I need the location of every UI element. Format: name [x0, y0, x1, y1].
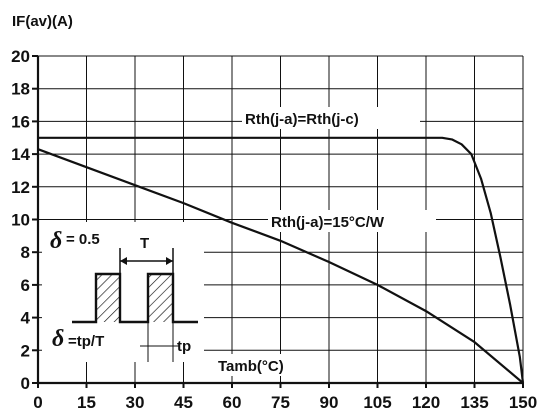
period-arrow-right-head [166, 257, 173, 265]
x-tick-label: 150 [509, 393, 537, 412]
x-tick-label: 135 [460, 393, 488, 412]
series-lines [37, 136, 525, 384]
x-tick-labels: 0 15 30 45 60 75 90 105 120 135 150 [33, 393, 537, 412]
y-axis-title: IF(av)(A) [12, 13, 73, 30]
series-1-label-bg [242, 107, 420, 129]
duty-delta-symbol: δ [52, 326, 64, 352]
y-tick-label: 10 [11, 211, 30, 230]
series-line-2 [37, 148, 524, 384]
y-tick-label: 2 [21, 341, 30, 360]
x-tick-label: 90 [320, 393, 339, 412]
x-tick-label: 120 [412, 393, 440, 412]
y-tick-label: 6 [21, 276, 30, 295]
x-tick-label: 45 [174, 393, 193, 412]
y-tick-label: 4 [21, 309, 31, 328]
y-tick-label: 14 [11, 145, 30, 164]
duty-formula: =tp/T [68, 333, 104, 350]
x-tick-label: 60 [223, 393, 242, 412]
y-tick-label: 8 [21, 243, 30, 262]
x-tick-label: 105 [363, 393, 391, 412]
series-2-label-bg [268, 210, 436, 232]
pulse-2 [148, 274, 173, 322]
period-arrow-left-head [120, 257, 127, 265]
y-tick-label: 18 [11, 80, 30, 99]
y-tick-label: 16 [11, 112, 30, 131]
x-tick-label: 15 [77, 393, 96, 412]
series-1-label: Rth(j-a)=Rth(j-c) [245, 111, 359, 128]
y-tick-label: 0 [21, 374, 30, 393]
period-label: T [140, 235, 149, 252]
y-tick-label: 12 [11, 178, 30, 197]
delta-symbol: δ [50, 228, 62, 254]
x-axis-title-bg [215, 354, 315, 376]
y-tick-label: 20 [11, 47, 30, 66]
x-axis-title: Tamb(°C) [218, 358, 284, 375]
pulse-width-label: tp [177, 338, 191, 355]
pulse-1 [96, 274, 120, 322]
x-tick-label: 0 [33, 393, 42, 412]
x-tick-label: 75 [271, 393, 290, 412]
series-line-1 [38, 136, 525, 384]
series-2-label: Rth(j-a)=15°C/W [271, 214, 385, 231]
x-tick-label: 30 [126, 393, 145, 412]
inset-background [42, 222, 204, 362]
pulse-inset: δ = 0.5 T δ =tp/T tp [42, 222, 204, 362]
pulse-waveform [72, 272, 198, 324]
plot-frame [32, 55, 524, 388]
delta-value: = 0.5 [66, 231, 100, 248]
y-tick-labels: 0 2 4 6 8 10 12 14 16 18 20 [11, 47, 30, 393]
